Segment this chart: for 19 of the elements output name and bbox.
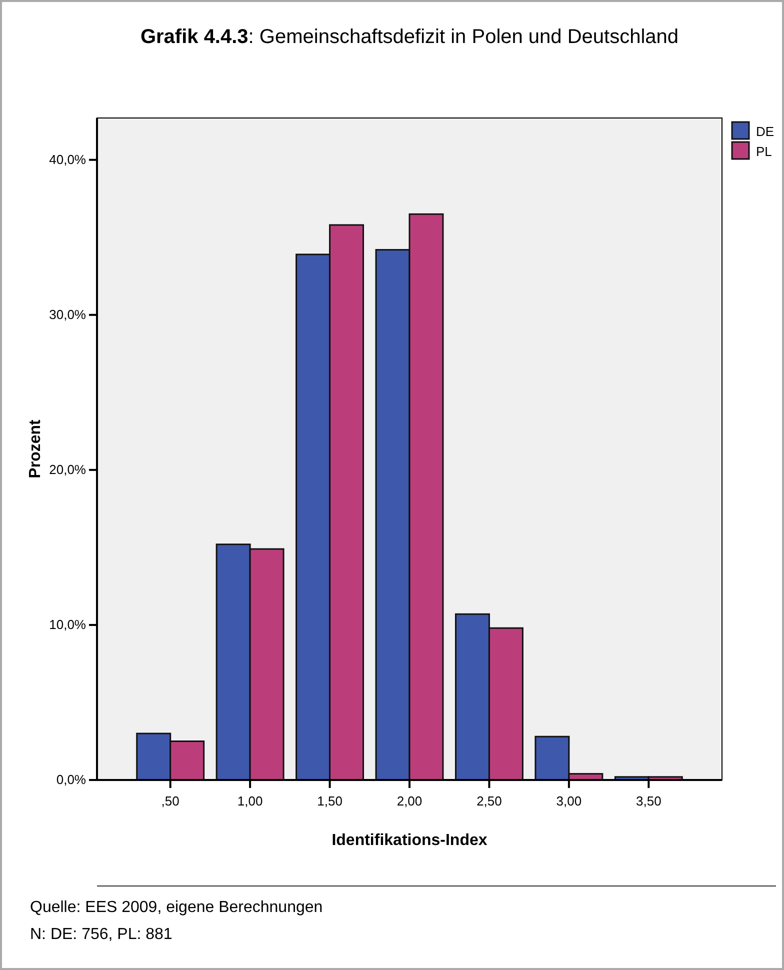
text: N: DE: 756, PL: 881 bbox=[30, 926, 172, 943]
y-tick-label: 40,0% bbox=[49, 152, 86, 168]
y-tick-label: 20,0% bbox=[49, 462, 86, 478]
y-tick-label: 30,0% bbox=[49, 307, 86, 322]
x-tick-label: 3,00 bbox=[556, 793, 582, 808]
chart-title: Grafik 4.4.3: Gemeinschaftsdefizit in Polen und Deutschland bbox=[140, 26, 679, 48]
y-tick-label: 10,0% bbox=[49, 617, 86, 632]
y-tick-label: 0,0% bbox=[56, 772, 86, 788]
x-tick-label: 2,00 bbox=[396, 793, 422, 808]
x-tick-label: 2,50 bbox=[476, 793, 502, 808]
y-axis-title: Prozent bbox=[27, 418, 44, 478]
x-axis-title: Identifikations-Index bbox=[332, 832, 488, 849]
x-tick-label: 3,50 bbox=[636, 793, 662, 808]
legend-label: PL bbox=[756, 144, 772, 159]
source-note: Quelle: EES 2009, eigene Berechnungen bbox=[30, 899, 323, 916]
x-tick-label: 1,50 bbox=[317, 793, 342, 808]
x-tick-label: ,50 bbox=[161, 793, 180, 808]
x-tick-label: 1,00 bbox=[237, 793, 263, 808]
legend-label: DE bbox=[756, 124, 774, 139]
